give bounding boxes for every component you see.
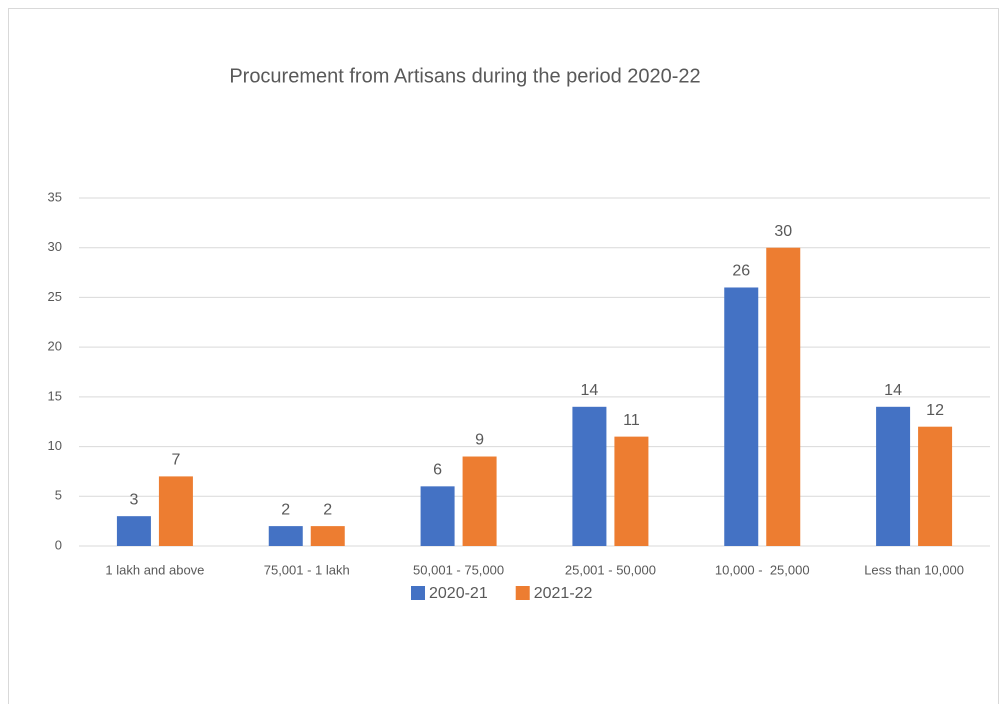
x-tick-label: 10,000 - 25,000 xyxy=(715,562,810,577)
data-label: 2 xyxy=(323,501,332,518)
y-tick-label: 20 xyxy=(48,339,62,354)
data-label: 11 xyxy=(623,412,640,429)
bar xyxy=(614,436,649,546)
data-label: 30 xyxy=(774,223,792,240)
x-tick-label: 25,001 - 50,000 xyxy=(565,562,656,577)
data-label: 26 xyxy=(732,263,750,280)
data-label: 7 xyxy=(171,452,180,469)
x-tick-label: 1 lakh and above xyxy=(105,562,204,577)
legend-swatch xyxy=(411,586,425,600)
legend-label: 2021-22 xyxy=(534,585,593,602)
data-label: 14 xyxy=(884,382,902,399)
data-label: 14 xyxy=(581,382,599,399)
y-tick-label: 10 xyxy=(48,438,62,453)
bar xyxy=(268,526,303,546)
data-label: 3 xyxy=(129,491,138,508)
bar xyxy=(766,247,801,546)
y-tick-label: 35 xyxy=(48,189,62,204)
data-label: 6 xyxy=(433,462,442,479)
y-tick-label: 0 xyxy=(55,537,62,552)
y-tick-label: 25 xyxy=(48,289,62,304)
data-label: 2 xyxy=(281,501,290,518)
chart-border xyxy=(8,8,999,704)
bar xyxy=(116,516,151,546)
bar xyxy=(876,406,911,546)
bar xyxy=(420,486,455,546)
data-label: 12 xyxy=(926,402,944,419)
x-tick-label: 75,001 - 1 lakh xyxy=(264,562,350,577)
bar xyxy=(918,426,953,546)
bar xyxy=(462,456,497,546)
bar xyxy=(310,526,345,546)
bar xyxy=(724,287,759,546)
y-tick-label: 30 xyxy=(48,239,62,254)
chart-title: Procurement from Artisans during the per… xyxy=(229,65,700,87)
data-label: 9 xyxy=(475,432,484,449)
bar xyxy=(572,406,607,546)
x-tick-label: 50,001 - 75,000 xyxy=(413,562,504,577)
y-tick-label: 5 xyxy=(55,488,62,503)
y-tick-label: 15 xyxy=(48,388,62,403)
legend-label: 2020-21 xyxy=(429,585,488,602)
x-tick-label: Less than 10,000 xyxy=(864,562,964,577)
legend-swatch xyxy=(515,586,530,600)
bar xyxy=(158,476,193,546)
